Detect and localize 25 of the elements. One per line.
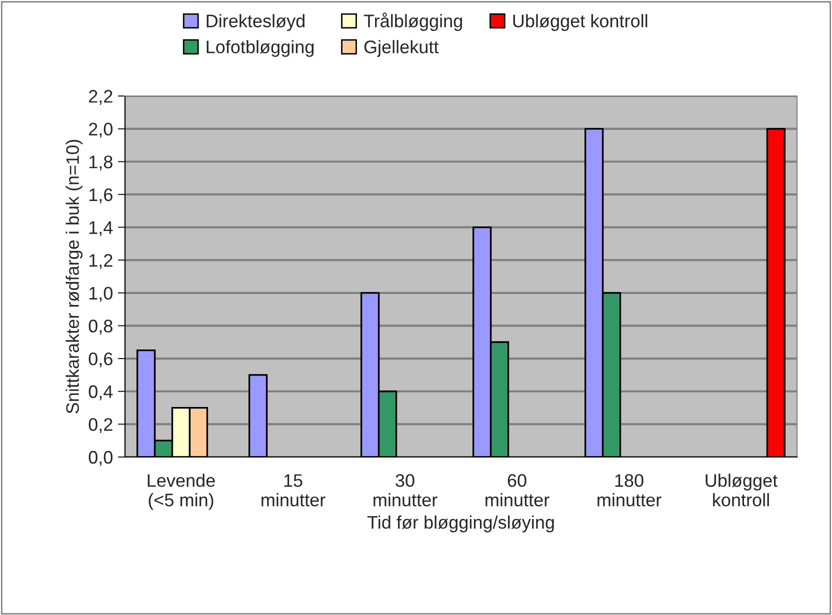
x-tick-label: Levende (<5 min) (148, 474, 215, 510)
y-tick-label: 0,0 (88, 450, 112, 466)
y-tick-label: 2,0 (89, 122, 112, 138)
x-tick-label: Ubløgget kontroll (706, 474, 778, 506)
x-tick-label: 180 minutter (598, 474, 662, 506)
legend-label: Ubløgget kontroll (513, 14, 648, 31)
y-tick-label: 1,4 (89, 221, 113, 236)
y-tick-label: 0,2 (88, 418, 112, 434)
y-tick-label: 1,8 (89, 156, 112, 170)
y-tick-label: 2,2 (89, 90, 112, 105)
y-tick-label: 1,6 (89, 188, 112, 204)
y-tick-label: 0,4 (88, 385, 113, 400)
x-tick-label: 30 minutter (374, 474, 438, 506)
legend-label: Gjellekutt (364, 40, 439, 57)
x-tick-label: 15 minutter (262, 474, 326, 506)
x-axis-title: Tid før bløgging/sløying (367, 516, 554, 532)
y-tick-label: 0,6 (88, 352, 112, 368)
y-axis-title: Snittkarakter rødfarge i buk (n=10) (66, 140, 83, 414)
legend-label: Direktesløyd (206, 14, 304, 31)
y-tick-label: 1,0 (89, 286, 112, 302)
x-tick-label: 60 minutter (486, 474, 550, 506)
y-tick-label: 0,8 (88, 320, 112, 335)
y-tick-label: 1,2 (89, 254, 112, 269)
legend-label: Trålbløgging (364, 12, 462, 31)
legend-label: Lofotbløgging (206, 40, 314, 57)
